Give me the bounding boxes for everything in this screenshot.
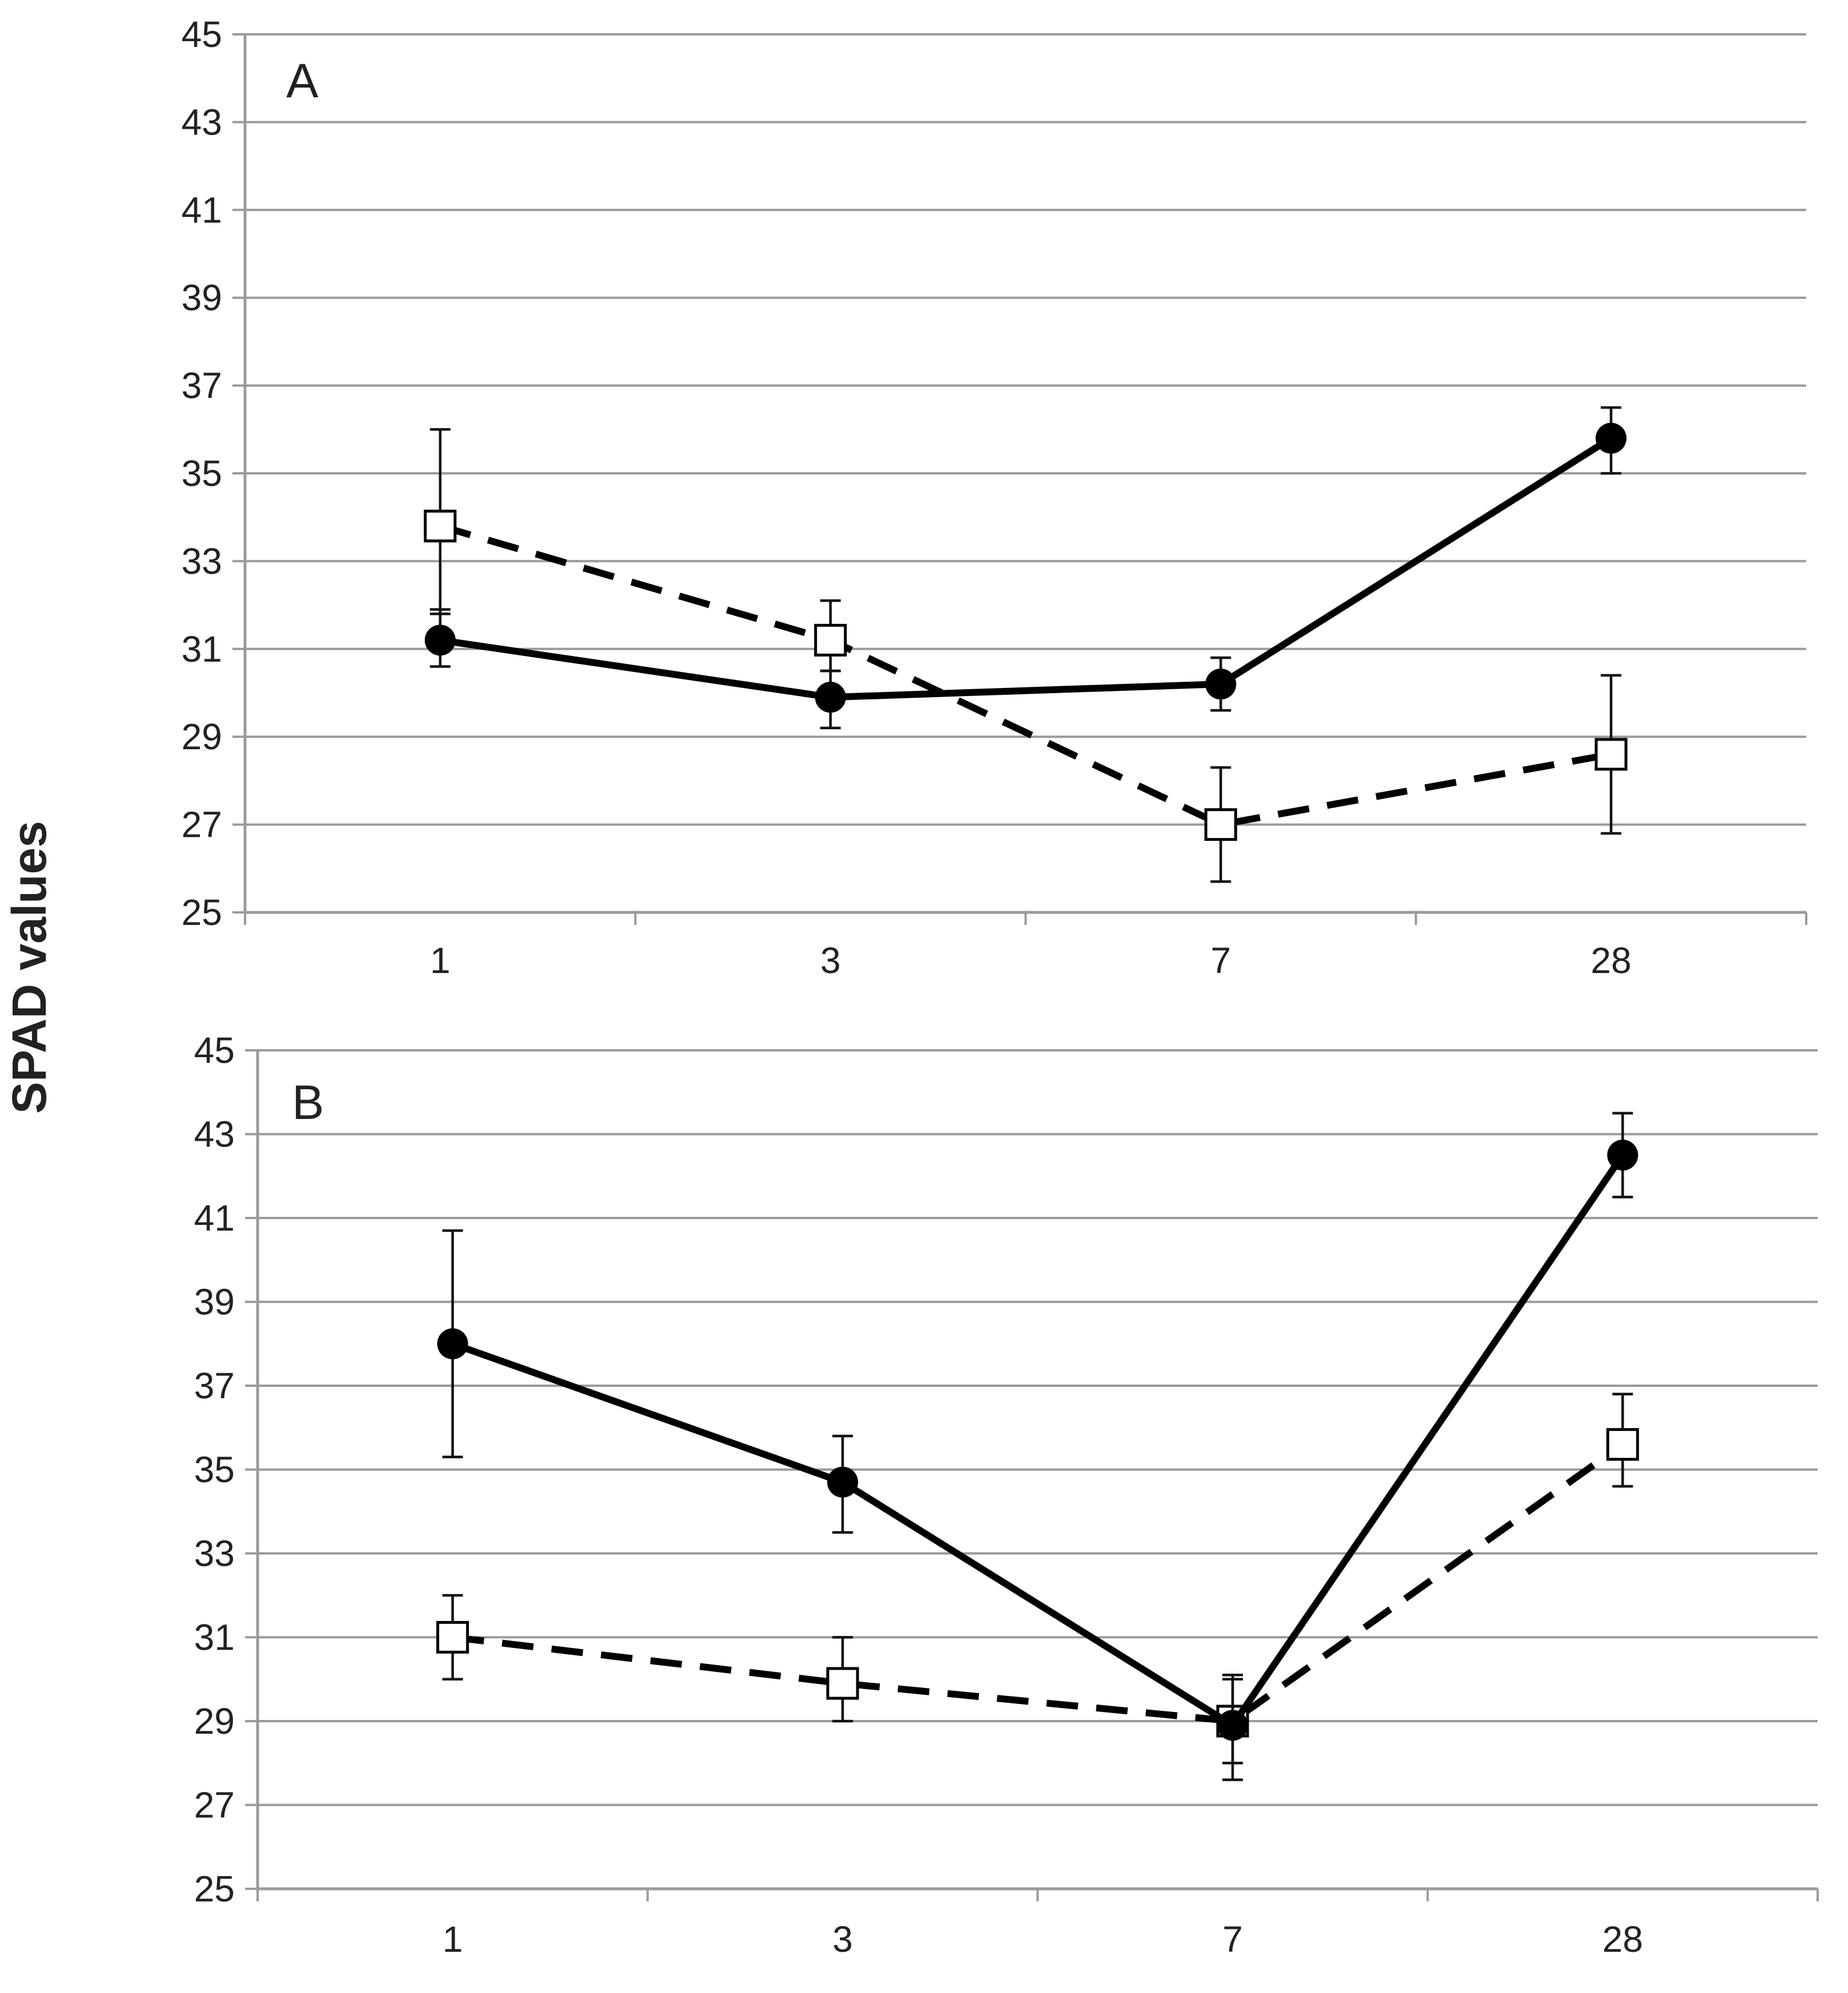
data-point-circle — [1596, 422, 1627, 454]
data-point-circle — [1205, 669, 1237, 700]
x-tick-label-7: 7 — [1211, 940, 1231, 981]
y-tick-label-25: 25 — [181, 892, 222, 933]
y-tick-label-43: 43 — [181, 101, 222, 143]
x-tick-label-28: 28 — [1591, 940, 1632, 981]
y-axis-title: SPAD values — [2, 821, 56, 1114]
y-tick-label-39: 39 — [181, 277, 222, 318]
series-solid-circles — [437, 1112, 1638, 1781]
data-point-circle — [424, 624, 456, 656]
y-tick-label-41: 41 — [194, 1197, 235, 1239]
data-point-square — [1594, 738, 1628, 771]
data-point-circle — [1607, 1140, 1638, 1171]
series-line — [452, 1441, 1625, 1725]
data-point-square — [826, 1667, 859, 1700]
y-tick-label-29: 29 — [194, 1701, 235, 1742]
y-tick-label-25: 25 — [194, 1868, 235, 1909]
y-tick-label-27: 27 — [194, 1785, 235, 1826]
y-tick-label-35: 35 — [194, 1449, 235, 1490]
data-point-square — [424, 509, 457, 543]
data-point-square — [1606, 1428, 1639, 1461]
y-tick-label-45: 45 — [194, 1030, 235, 1071]
x-tick-label-1: 1 — [430, 940, 451, 981]
data-point-square — [814, 623, 847, 657]
data-point-square — [1204, 808, 1237, 841]
series-line — [439, 523, 1612, 828]
y-tick-label-33: 33 — [181, 540, 222, 582]
data-point-circle — [827, 1466, 858, 1498]
series-solid-circles — [424, 406, 1627, 730]
x-tick-label-3: 3 — [832, 1919, 853, 1960]
y-tick-label-37: 37 — [181, 365, 222, 406]
y-tick-label-37: 37 — [194, 1365, 235, 1406]
panel-label: B — [292, 1075, 324, 1129]
series-line — [451, 1153, 1626, 1729]
data-point-circle — [1217, 1710, 1249, 1741]
series-dashed-squares — [436, 1393, 1639, 1765]
series-dashed-squares — [424, 428, 1628, 883]
x-tick-label-3: 3 — [820, 940, 841, 981]
data-point-square — [436, 1621, 469, 1654]
series-line — [440, 435, 1613, 701]
x-tick-label-1: 1 — [443, 1919, 463, 1960]
data-point-circle — [437, 1328, 468, 1359]
y-tick-label-31: 31 — [194, 1617, 235, 1658]
y-tick-label-33: 33 — [194, 1533, 235, 1574]
y-tick-label-31: 31 — [181, 628, 222, 670]
y-tick-label-29: 29 — [181, 716, 222, 757]
data-point-circle — [815, 682, 846, 713]
y-tick-label-35: 35 — [181, 453, 222, 494]
y-tick-label-45: 45 — [181, 14, 222, 55]
y-tick-label-27: 27 — [181, 804, 222, 845]
y-tick-label-41: 41 — [181, 189, 222, 231]
y-tick-label-39: 39 — [194, 1282, 235, 1323]
y-tick-label-43: 43 — [194, 1114, 235, 1155]
panel-label: A — [286, 54, 318, 108]
x-tick-label-7: 7 — [1222, 1919, 1243, 1960]
x-tick-label-28: 28 — [1602, 1919, 1643, 1960]
